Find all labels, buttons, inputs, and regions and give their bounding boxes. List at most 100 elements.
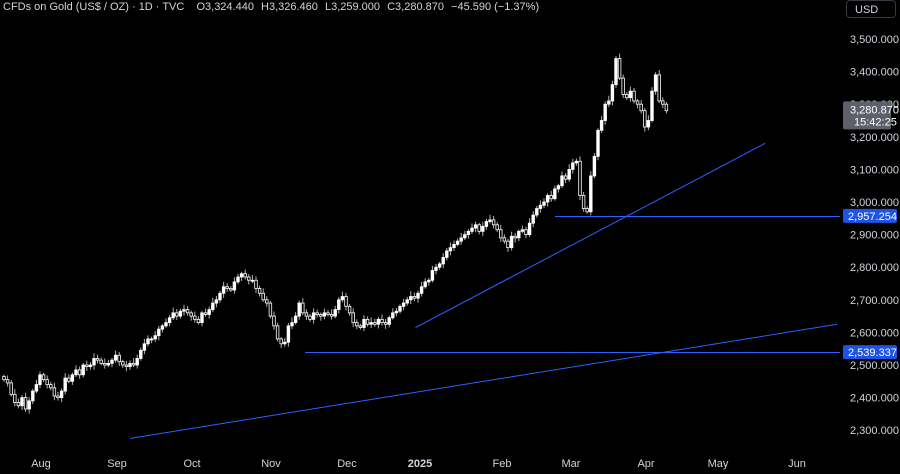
candle bbox=[34, 379, 39, 394]
candle-body bbox=[315, 312, 319, 315]
candle-body bbox=[322, 312, 327, 317]
candle bbox=[358, 323, 363, 330]
candle-body bbox=[106, 362, 111, 366]
candle bbox=[369, 317, 373, 329]
candle-body bbox=[189, 312, 193, 317]
candle-body bbox=[268, 302, 273, 317]
candle bbox=[632, 87, 636, 104]
candle-body bbox=[196, 318, 201, 324]
candle bbox=[531, 211, 535, 228]
level-tag-2: 2,539.337 bbox=[843, 345, 897, 360]
candle bbox=[520, 225, 525, 234]
candle-body bbox=[571, 162, 575, 170]
candle-body bbox=[419, 286, 424, 294]
candle bbox=[625, 92, 629, 100]
candle bbox=[121, 359, 125, 368]
candle-body bbox=[635, 100, 640, 105]
candle-body bbox=[160, 325, 165, 330]
candle bbox=[412, 292, 417, 302]
currency-button[interactable]: USD bbox=[846, 0, 896, 18]
candle-body bbox=[272, 315, 276, 327]
candle-body bbox=[56, 395, 60, 399]
candle bbox=[567, 164, 571, 182]
candle-body bbox=[434, 266, 438, 271]
y-tick-label: 2,400.000 bbox=[850, 393, 899, 405]
candle-body bbox=[664, 103, 669, 112]
trendline-layer bbox=[130, 142, 838, 439]
candle bbox=[38, 371, 42, 389]
candle bbox=[189, 310, 193, 321]
y-tick-label: 2,500.000 bbox=[850, 360, 899, 372]
candle-body bbox=[243, 273, 247, 278]
instrument-title[interactable]: CFDs on Gold (US$ / OZ) · 1D · TVC bbox=[3, 1, 185, 13]
candle-body bbox=[99, 359, 103, 364]
candle-body bbox=[229, 287, 233, 291]
candle-body bbox=[639, 103, 643, 112]
candle-body bbox=[2, 376, 6, 381]
candle-body bbox=[203, 312, 208, 315]
candle-body bbox=[617, 58, 622, 79]
candle-body bbox=[365, 318, 370, 325]
candle bbox=[664, 101, 669, 114]
candle bbox=[394, 307, 399, 317]
candle-body bbox=[175, 312, 179, 317]
candle-body bbox=[232, 281, 237, 291]
candle-body bbox=[124, 364, 129, 368]
candle bbox=[9, 379, 13, 397]
candle bbox=[553, 185, 557, 201]
candle-body bbox=[221, 286, 226, 294]
candle-body bbox=[77, 369, 82, 376]
candle bbox=[106, 359, 111, 368]
candle bbox=[484, 218, 489, 230]
candle bbox=[430, 265, 435, 283]
candle-body bbox=[41, 374, 46, 381]
candle-body bbox=[394, 310, 399, 314]
y-tick-label: 2,700.000 bbox=[850, 295, 899, 307]
candle-body bbox=[362, 318, 366, 328]
candle bbox=[20, 394, 24, 410]
candle bbox=[49, 381, 53, 391]
candle-body bbox=[484, 221, 489, 227]
candle bbox=[459, 232, 463, 245]
candle bbox=[315, 309, 319, 318]
candle bbox=[229, 286, 233, 292]
candle-body bbox=[477, 224, 481, 232]
candle-body bbox=[63, 377, 67, 392]
candle bbox=[214, 295, 219, 308]
candle bbox=[628, 86, 633, 102]
candle bbox=[164, 318, 168, 328]
candle-body bbox=[437, 263, 442, 268]
candle bbox=[250, 275, 255, 284]
candle-body bbox=[409, 296, 413, 301]
candle-body bbox=[236, 276, 240, 283]
candle bbox=[509, 231, 514, 251]
candle bbox=[200, 310, 204, 327]
candle bbox=[401, 298, 406, 311]
y-tick-label: 3,000.000 bbox=[850, 197, 899, 209]
candle bbox=[452, 240, 456, 251]
time-axis[interactable]: Aug Sep Oct Nov Dec 2025 Feb Mar Apr May Jun bbox=[31, 458, 806, 470]
close-value: 3,280.870 bbox=[395, 1, 444, 13]
candle bbox=[560, 171, 564, 188]
candle bbox=[635, 98, 640, 109]
candle-body bbox=[218, 292, 222, 301]
candle bbox=[272, 311, 276, 330]
candle bbox=[261, 288, 265, 302]
candle-body bbox=[369, 322, 373, 325]
candle-body bbox=[509, 235, 514, 249]
candle-body bbox=[13, 393, 17, 403]
candle-body bbox=[20, 397, 24, 407]
candle-body bbox=[214, 299, 219, 304]
candle-body bbox=[38, 374, 42, 385]
candle-body bbox=[49, 384, 53, 389]
candle bbox=[308, 313, 312, 322]
candle-body bbox=[139, 349, 143, 359]
candle bbox=[74, 365, 78, 378]
candle bbox=[524, 226, 528, 239]
candle-body bbox=[193, 315, 197, 320]
price-axis[interactable]: 3,500.0003,400.0003,300.0003,200.0003,10… bbox=[850, 34, 899, 437]
candle bbox=[329, 309, 334, 320]
candle-body bbox=[293, 315, 298, 324]
